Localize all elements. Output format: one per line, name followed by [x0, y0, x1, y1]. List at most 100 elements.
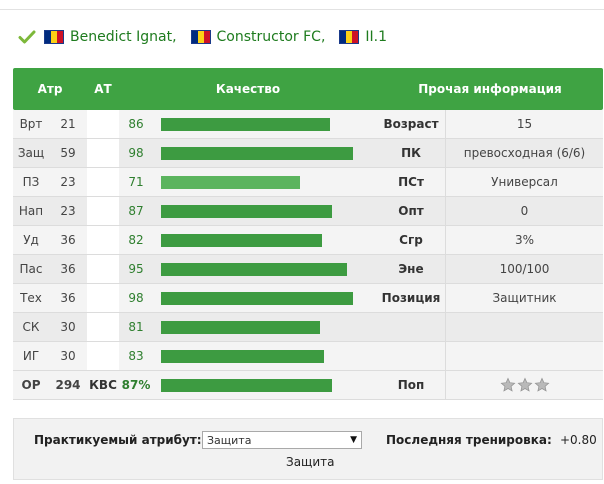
- quality-bar: [161, 321, 320, 334]
- total-quality-bar-cell: [153, 371, 377, 399]
- info-label: Сгр: [399, 233, 423, 247]
- separator: ,: [320, 29, 326, 45]
- attr-at: [87, 284, 119, 312]
- table-header: Атр АТ Качество Прочая информация: [13, 68, 603, 110]
- attr-value: 36: [60, 291, 76, 305]
- training-panel: Практикуемый атрибут: Защита ▼ Последняя…: [13, 418, 603, 480]
- attr-quality: 81: [128, 320, 144, 334]
- player-name-link[interactable]: Benedict Ignat: [70, 29, 173, 45]
- info-value: 15: [445, 110, 603, 138]
- info-value: превосходная (6/6): [445, 139, 603, 167]
- info-value: 100/100: [445, 255, 603, 283]
- attr-value: 30: [60, 349, 76, 363]
- quality-bar: [161, 118, 330, 131]
- table-row: Защ 59 98 ПК превосходная (6/6): [13, 139, 603, 168]
- attr-name: Пас: [19, 262, 43, 276]
- quality-bar: [161, 263, 347, 276]
- quality-bar: [161, 379, 332, 392]
- info-label: ПСт: [398, 175, 424, 189]
- attr-quality: 95: [128, 262, 144, 276]
- attr-quality: 98: [128, 146, 144, 160]
- attr-quality: 87: [128, 204, 144, 218]
- info-value: [445, 342, 603, 370]
- column-info: Прочая информация: [418, 82, 562, 96]
- attr-value: 21: [60, 117, 76, 131]
- quality-bar: [161, 176, 300, 189]
- total-label: Поп: [397, 378, 425, 392]
- attr-value: 36: [60, 262, 76, 276]
- attr-quality: 71: [128, 175, 144, 189]
- total-row: ОР 294 КВС 87% Поп: [13, 371, 603, 400]
- info-label: ПК: [401, 146, 421, 160]
- attr-quality: 98: [128, 291, 144, 305]
- quality-bar-cell: [153, 284, 377, 312]
- flag-icon: [190, 30, 211, 44]
- quality-bar-cell: [153, 139, 377, 167]
- quality-bar-cell: [153, 255, 377, 283]
- attr-name: СК: [22, 320, 40, 334]
- star-icon: [534, 377, 549, 392]
- quality-bar-cell: [153, 197, 377, 225]
- table-row: Уд 36 82 Сгр 3%: [13, 226, 603, 255]
- practiced-attribute-label: Практикуемый атрибут:: [34, 433, 202, 447]
- column-attr: Атр: [37, 82, 63, 96]
- attr-at: [87, 110, 119, 138]
- table-row: Пас 36 95 Эне 100/100: [13, 255, 603, 284]
- flag-icon: [339, 30, 360, 44]
- popularity-stars: [445, 371, 603, 399]
- attr-value: 23: [60, 175, 76, 189]
- table-row: ПЗ 23 71 ПСт Универсал: [13, 168, 603, 197]
- current-attribute-text: Защита: [286, 455, 335, 469]
- check-icon: [18, 30, 36, 44]
- table-row: Нап 23 87 Опт 0: [13, 197, 603, 226]
- table-row: ИГ 30 83: [13, 342, 603, 371]
- attr-at: [87, 168, 119, 196]
- attr-name: Тех: [20, 291, 42, 305]
- star-icon: [517, 377, 532, 392]
- info-value: 3%: [445, 226, 603, 254]
- info-value: Защитник: [445, 284, 603, 312]
- info-label: Позиция: [381, 291, 441, 305]
- total-attr: ОР: [21, 378, 41, 392]
- table-row: Врт 21 86 Возраст 15: [13, 110, 603, 139]
- table-row: Тех 36 98 Позиция Защитник: [13, 284, 603, 313]
- table-body: Врт 21 86 Возраст 15 Защ 59 98 ПК превосходная (6…: [13, 110, 603, 371]
- attr-name: Врт: [19, 117, 43, 131]
- info-label: Эне: [398, 262, 424, 276]
- attr-name: ИГ: [22, 349, 40, 363]
- last-training: Последняя тренировка: +0.80: [386, 433, 597, 447]
- attr-value: 30: [60, 320, 76, 334]
- info-value: Универсал: [445, 168, 603, 196]
- total-value: 294: [55, 378, 81, 392]
- last-training-value: +0.80: [559, 433, 597, 447]
- attr-name: Нап: [18, 204, 44, 218]
- quality-bar-cell: [153, 168, 377, 196]
- chevron-down-icon: ▼: [350, 435, 357, 445]
- attr-at: [87, 226, 119, 254]
- league-link[interactable]: II.1: [365, 29, 388, 45]
- attr-at: [87, 197, 119, 225]
- flag-icon: [44, 30, 64, 44]
- practiced-attribute-value: Защита: [207, 433, 252, 447]
- quality-bar: [161, 350, 324, 363]
- info-value: [445, 313, 603, 341]
- top-divider: [0, 0, 604, 10]
- last-training-label: Последняя тренировка:: [386, 433, 552, 447]
- attr-quality: 82: [128, 233, 144, 247]
- column-quality: Качество: [215, 82, 281, 96]
- attr-name: ПЗ: [22, 175, 40, 189]
- quality-bar: [161, 147, 353, 160]
- star-icon: [500, 377, 515, 392]
- total-at: КВС: [89, 378, 117, 392]
- separator: ,: [172, 29, 177, 45]
- attr-name: Уд: [23, 233, 39, 247]
- quality-bar: [161, 292, 353, 305]
- attributes-table: Атр АТ Качество Прочая информация Врт 21 8…: [13, 68, 603, 400]
- attr-at: [87, 313, 119, 341]
- info-value: 0: [445, 197, 603, 225]
- attr-quality: 83: [128, 349, 144, 363]
- practiced-attribute-select[interactable]: Защита ▼: [202, 431, 362, 449]
- attr-value: 59: [60, 146, 76, 160]
- team-name-link[interactable]: Constructor FC: [216, 29, 321, 45]
- quality-bar-cell: [153, 110, 377, 138]
